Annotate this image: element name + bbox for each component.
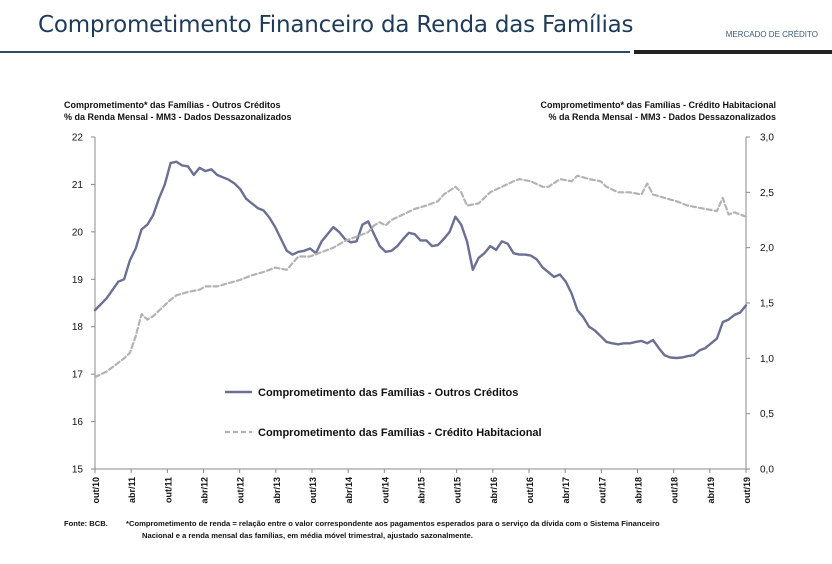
header-divider-blue	[0, 51, 630, 53]
x-tick-label: abr/15	[417, 477, 427, 504]
footnote-line1: Fonte: BCB. *Comprometimento de renda = r…	[64, 518, 804, 530]
right-tick-label: 3,0	[760, 133, 774, 144]
left-tick-label: 21	[72, 180, 84, 191]
x-tick-label: out/18	[670, 477, 680, 504]
x-tick-label: abr/18	[634, 477, 644, 504]
section-label: MERCADO DE CRÉDITO	[725, 30, 818, 39]
right-tick-label: 0,0	[760, 465, 774, 476]
x-tick-label: abr/11	[127, 477, 137, 503]
legend-label: Comprometimento das Famílias - Crédito H…	[258, 427, 542, 439]
left-tick-label: 19	[72, 275, 84, 286]
left-axis-title-line2: % da Renda Mensal - MM3 - Dados Dessazon…	[64, 112, 292, 122]
x-tick-label: out/15	[453, 477, 463, 504]
x-tick-label: abr/13	[272, 477, 282, 504]
x-tick-label: out/11	[163, 477, 173, 503]
header-divider	[0, 50, 832, 54]
right-tick-label: 1,5	[760, 299, 774, 310]
left-axis-title: Comprometimento* das Famílias - Outros C…	[64, 99, 292, 123]
page-title: Comprometimento Financeiro da Renda das …	[38, 12, 634, 38]
left-tick-label: 16	[72, 417, 84, 428]
footnote: Fonte: BCB. *Comprometimento de renda = r…	[64, 518, 804, 542]
x-tick-label: abr/16	[489, 477, 499, 504]
x-tick-label: abr/17	[561, 477, 571, 504]
series-line-credito-habitacional	[93, 174, 748, 379]
right-tick-label: 2,0	[760, 243, 774, 254]
header-divider-black	[634, 50, 832, 54]
x-tick-label: abr/12	[200, 477, 210, 504]
x-tick-label: out/16	[525, 477, 535, 504]
right-axis-title: Comprometimento* das Famílias - Crédito …	[540, 99, 776, 123]
right-tick-label: 0,5	[760, 409, 774, 420]
left-tick-label: 15	[72, 465, 84, 476]
footnote-text-2: Nacional e a renda mensal das famílias, …	[142, 531, 473, 540]
right-axis-title-line2: % da Renda Mensal - MM3 - Dados Dessazon…	[548, 112, 776, 122]
x-tick-label: out/13	[308, 477, 318, 504]
x-tick-label: abr/19	[706, 477, 716, 504]
right-axis-title-line1: Comprometimento* das Famílias - Crédito …	[540, 100, 776, 110]
legend-label: Comprometimento das Famílias - Outros Cr…	[258, 387, 518, 399]
left-tick-label: 18	[72, 322, 84, 333]
right-tick-label: 1,0	[760, 354, 774, 365]
x-tick-label: out/19	[742, 477, 752, 504]
right-tick-label: 2,5	[760, 188, 774, 199]
x-tick-label: out/10	[91, 477, 101, 504]
footnote-text-1: *Comprometimento de renda = relação entr…	[126, 519, 660, 528]
source-label: Fonte: BCB.	[64, 519, 108, 528]
x-tick-label: out/14	[380, 477, 390, 504]
left-tick-label: 17	[72, 370, 84, 381]
left-axis-title-line1: Comprometimento* das Famílias - Outros C…	[64, 100, 281, 110]
left-tick-label: 22	[72, 133, 84, 144]
x-tick-label: out/17	[597, 477, 607, 504]
x-tick-label: abr/14	[344, 477, 354, 504]
series-line-outros-creditos	[93, 160, 748, 360]
left-tick-label: 20	[72, 227, 84, 238]
x-tick-label: out/12	[236, 477, 246, 504]
